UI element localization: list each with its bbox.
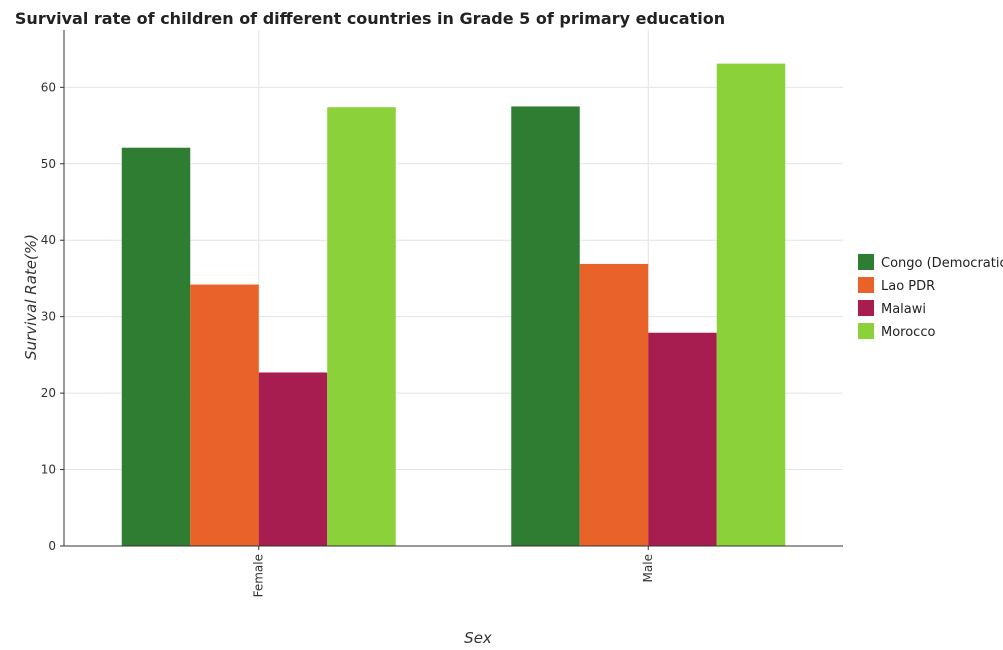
chart-title: Survival rate of children of different c… bbox=[15, 9, 725, 28]
legend-swatch bbox=[858, 277, 874, 293]
bar-malawi-female bbox=[258, 372, 328, 546]
legend: Congo (Democratic) Lao PDR Malawi Morocco bbox=[858, 254, 1003, 340]
bars bbox=[121, 63, 786, 547]
x-tick-label: Female bbox=[251, 554, 265, 597]
x-axis-label: Sex bbox=[464, 629, 492, 647]
y-axis-label: Survival Rate(%) bbox=[22, 234, 40, 360]
y-tick-label: 40 bbox=[41, 233, 56, 247]
legend-label: Lao PDR bbox=[881, 279, 935, 294]
bar-morocco-female bbox=[327, 107, 396, 546]
legend-label: Congo (Democratic) bbox=[881, 256, 1003, 271]
bar-congo-democratic-female bbox=[121, 147, 191, 547]
legend-label: Morocco bbox=[881, 325, 935, 340]
y-tick-label: 50 bbox=[41, 157, 56, 171]
legend-swatch bbox=[858, 254, 874, 270]
axes: 0 10 20 30 40 50 60 Female Male bbox=[41, 30, 843, 597]
y-tick-label: 0 bbox=[48, 539, 56, 553]
legend-swatch bbox=[858, 300, 874, 316]
y-tick-label: 20 bbox=[41, 386, 56, 400]
y-tick-label: 30 bbox=[41, 310, 56, 324]
bar-malawi-male bbox=[648, 332, 717, 546]
y-tick-label: 10 bbox=[41, 463, 56, 477]
bar-morocco-male bbox=[716, 63, 786, 546]
legend-label: Malawi bbox=[881, 302, 926, 317]
bar-lao-pdr-female bbox=[190, 284, 259, 546]
x-tick-label: Male bbox=[641, 554, 655, 582]
bar-lao-pdr-male bbox=[579, 263, 649, 546]
legend-swatch bbox=[858, 323, 874, 339]
bar-congo-democratic-male bbox=[511, 106, 580, 546]
y-tick-label: 60 bbox=[41, 80, 56, 94]
